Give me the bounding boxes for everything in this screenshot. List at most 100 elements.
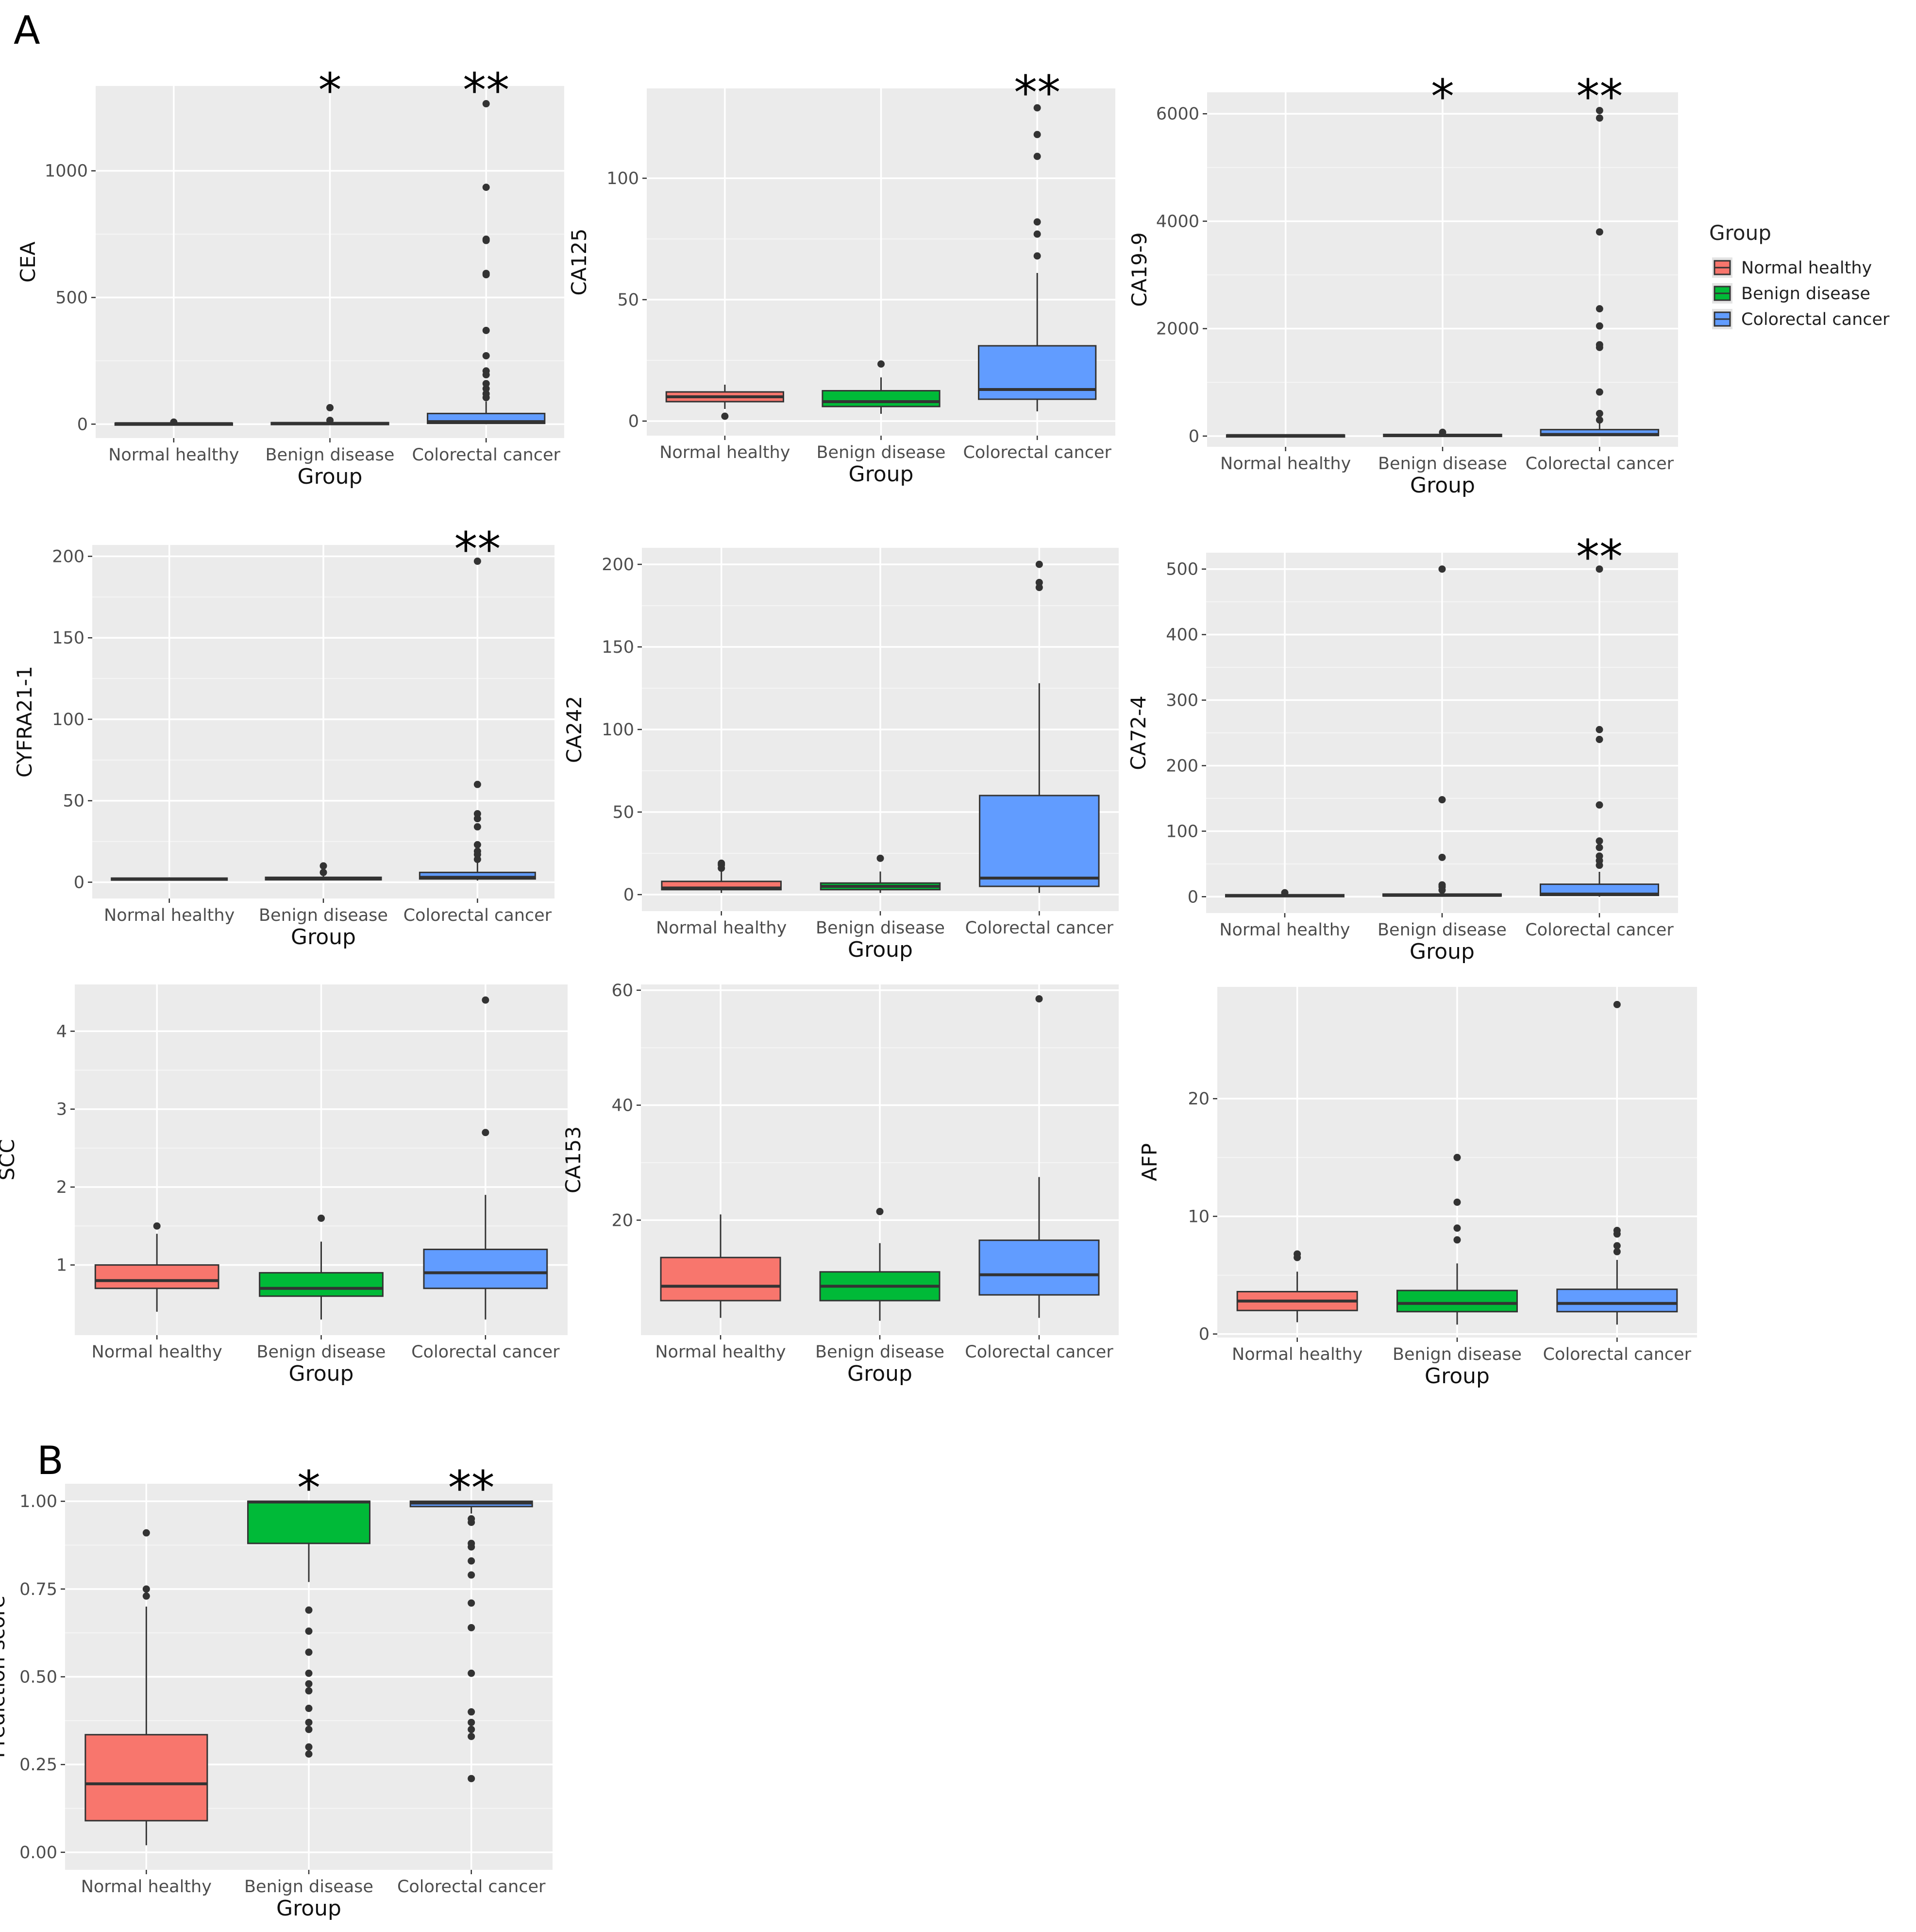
significance-marker: ** (1576, 69, 1623, 124)
y-tick-label: 0 (1199, 1325, 1210, 1344)
outlier-point (473, 823, 481, 830)
outlier-point (1596, 726, 1603, 733)
outlier-point (1453, 1153, 1461, 1161)
y-tick-label: 100 (52, 710, 84, 729)
outlier-point (1596, 565, 1603, 573)
outlier-point (482, 390, 490, 398)
significance-marker: ** (448, 1461, 495, 1515)
outlier-point (473, 558, 481, 565)
box-iqr (1396, 1289, 1518, 1313)
box-iqr (94, 1264, 219, 1289)
outlier-point (305, 1743, 313, 1751)
y-tick-label: 500 (55, 288, 88, 308)
outlier-point (1438, 881, 1446, 889)
x-axis-title: Group (289, 1361, 354, 1386)
outlier-point (468, 1726, 475, 1733)
outlier-point (1035, 560, 1043, 568)
box-normal-healthy (94, 1222, 219, 1312)
y-axis-title: CA153 (561, 1126, 585, 1193)
outlier-point (1438, 796, 1446, 804)
x-tick-label: Colorectal cancer (411, 1342, 560, 1362)
outlier-point (473, 847, 481, 855)
box-benign-disease (259, 1214, 384, 1320)
outlier-point (1453, 1236, 1461, 1244)
y-axis-title: CA125 (567, 228, 591, 295)
y-tick-label: 2000 (1156, 320, 1199, 339)
box-normal-healthy (114, 418, 233, 426)
box-normal-healthy (1226, 434, 1345, 438)
outlier-point (468, 1732, 475, 1740)
chart-ca242: 0 50 100 150 200 Normal healthy Benign disease… (562, 548, 1119, 962)
legend-item-colorectal-cancer: Colorectal cancer (1712, 309, 1890, 329)
box-iqr (423, 1249, 548, 1289)
outlier-point (1035, 995, 1043, 1003)
box-colorectal-cancer (978, 104, 1097, 411)
x-tick-label: Benign disease (1393, 1345, 1522, 1364)
y-axis-title: CA242 (562, 696, 586, 763)
box-colorectal-cancer (419, 558, 536, 881)
y-tick-label: 2 (56, 1178, 67, 1197)
x-tick-label: Normal healthy (108, 445, 239, 465)
y-tick-label: 100 (602, 720, 634, 740)
x-tick-label: Normal healthy (92, 1342, 222, 1362)
x-axis-title: Group (847, 1361, 912, 1386)
x-tick-label: Normal healthy (104, 906, 235, 925)
outlier-point (305, 1705, 313, 1712)
significance-marker: ** (1014, 66, 1060, 120)
outlier-point (305, 1687, 313, 1695)
y-tick-label: 50 (612, 803, 634, 822)
outlier-point (1033, 104, 1041, 112)
outlier-point (482, 100, 490, 108)
x-tick-label: Normal healthy (81, 1877, 212, 1897)
box-normal-healthy (1236, 1250, 1358, 1322)
x-tick-label: Benign disease (259, 906, 388, 925)
x-tick-label: Colorectal cancer (965, 918, 1114, 938)
outlier-point (1596, 341, 1603, 349)
outlier-point (1613, 1000, 1621, 1008)
outlier-point (1033, 230, 1041, 238)
outlier-point (305, 1606, 313, 1614)
outlier-point (482, 996, 489, 1004)
box-benign-disease (265, 862, 382, 881)
outlier-point (142, 1529, 150, 1537)
outlier-point (1596, 416, 1603, 424)
significance-marker: ** (1576, 530, 1623, 584)
chart-afp: 0 10 20 Normal healthy Benign disease Colorec… (1138, 987, 1697, 1389)
x-tick-label: Colorectal cancer (412, 445, 560, 465)
outlier-point (468, 1599, 475, 1607)
y-tick-label: 1 (56, 1256, 67, 1275)
box-iqr (978, 1239, 1100, 1296)
y-tick-label: 150 (52, 628, 84, 648)
box-iqr (247, 1500, 370, 1544)
outlier-point (326, 404, 334, 411)
y-axis-title: CYFRA21-1 (13, 666, 36, 778)
legend: Group Normal healthy Benign disease Colo… (1709, 221, 1890, 329)
x-tick-label: Benign disease (244, 1877, 373, 1897)
outlier-point (482, 1129, 489, 1136)
outlier-point (473, 810, 481, 818)
x-tick-label: Normal healthy (1220, 454, 1351, 474)
box-normal-healthy (661, 859, 782, 893)
outlier-point (1453, 1224, 1461, 1232)
outlier-point (721, 412, 729, 420)
outlier-point (305, 1627, 313, 1635)
outlier-point (1453, 1198, 1461, 1206)
x-tick-label: Normal healthy (656, 918, 787, 938)
chart-scc: 1 2 3 4 Normal healthy Benign disease Colorect… (0, 984, 568, 1386)
outlier-point (482, 326, 490, 334)
y-axis-title: SCC (0, 1139, 19, 1180)
x-tick-label: Normal healthy (659, 443, 790, 462)
y-tick-label: 60 (611, 981, 633, 1000)
box-colorectal-cancer (427, 100, 546, 424)
x-tick-label: Colorectal cancer (403, 906, 552, 925)
x-tick-label: Colorectal cancer (1526, 454, 1674, 474)
outlier-point (1596, 114, 1603, 122)
x-tick-label: Colorectal cancer (397, 1877, 546, 1897)
outlier-point (468, 1708, 475, 1716)
box-normal-healthy (84, 1529, 208, 1846)
box-colorectal-cancer (1540, 565, 1659, 897)
legend-label-colorectal-cancer: Colorectal cancer (1741, 310, 1890, 329)
outlier-point (718, 859, 725, 867)
box-normal-healthy (660, 1214, 781, 1318)
